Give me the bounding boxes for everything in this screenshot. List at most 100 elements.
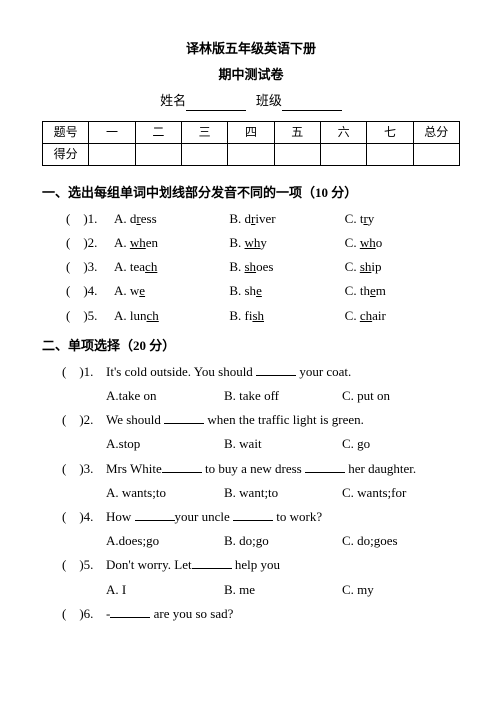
- paren[interactable]: ( )2.: [62, 411, 106, 429]
- opt-c: C. my: [342, 581, 460, 599]
- th-5: 五: [274, 121, 320, 143]
- section1-body: ( )1.A. dressB. driverC. try ( )2.A. when…: [42, 210, 460, 325]
- paren[interactable]: ( )5.: [62, 556, 106, 574]
- opt-c: C. go: [342, 435, 460, 453]
- s2-item: ( )6.- are you so sad?: [62, 605, 460, 623]
- opt-c: C. try: [345, 210, 460, 228]
- name-label: 姓名: [160, 93, 186, 108]
- opt-a: A.take on: [106, 387, 224, 405]
- s1-item: ( )3.A. teachB. shoesC. ship: [66, 258, 460, 276]
- td-7[interactable]: [367, 143, 413, 165]
- paren[interactable]: ( )3.: [66, 258, 114, 276]
- opt-b: B. want;to: [224, 484, 342, 502]
- paren[interactable]: ( )1.: [62, 363, 106, 381]
- title-line-2: 期中测试卷: [42, 66, 460, 84]
- opt-b: B. me: [224, 581, 342, 599]
- blank[interactable]: [233, 520, 273, 521]
- paren[interactable]: ( )4.: [66, 282, 114, 300]
- opts: A.take onB. take offC. put on: [106, 387, 460, 405]
- paren[interactable]: ( )1.: [66, 210, 114, 228]
- td-2[interactable]: [135, 143, 181, 165]
- opt-b: B. take off: [224, 387, 342, 405]
- s2-item: ( )2.We should when the traffic light is…: [62, 411, 460, 453]
- paren[interactable]: ( )5.: [66, 307, 114, 325]
- paren[interactable]: ( )2.: [66, 234, 114, 252]
- s1-item: ( )1.A. dressB. driverC. try: [66, 210, 460, 228]
- opt-b: B. shoes: [229, 258, 344, 276]
- opt-b: B. she: [229, 282, 344, 300]
- paren[interactable]: ( )3.: [62, 460, 106, 478]
- class-blank[interactable]: [282, 110, 342, 111]
- td-1[interactable]: [89, 143, 135, 165]
- opt-b: B. wait: [224, 435, 342, 453]
- s2-item: ( )1.It's cold outside. You should your …: [62, 363, 460, 405]
- s1-item: ( )4.A. weB. sheC. them: [66, 282, 460, 300]
- td-5[interactable]: [274, 143, 320, 165]
- opt-b: B. driver: [229, 210, 344, 228]
- blank[interactable]: [192, 568, 232, 569]
- opt-c: C. chair: [345, 307, 460, 325]
- th-2: 二: [135, 121, 181, 143]
- stem: - are you so sad?: [106, 605, 460, 623]
- section1-heading: 一、选出每组单词中划线部分发音不同的一项（10 分）: [42, 184, 460, 202]
- s2-item: ( )5.Don't worry. Let help you A. IB. meC…: [62, 556, 460, 598]
- blank[interactable]: [135, 520, 175, 521]
- opts: A. wants;toB. want;toC. wants;for: [106, 484, 460, 502]
- th-8: 总分: [413, 121, 459, 143]
- score-row-values: 得分: [43, 143, 460, 165]
- th-1: 一: [89, 121, 135, 143]
- th-0: 题号: [43, 121, 89, 143]
- s2-item: ( )3.Mrs White to buy a new dress her da…: [62, 460, 460, 502]
- opt-c: C. do;goes: [342, 532, 460, 550]
- th-3: 三: [181, 121, 227, 143]
- opt-a: A. I: [106, 581, 224, 599]
- opt-a: A. when: [114, 234, 229, 252]
- blank[interactable]: [305, 472, 345, 473]
- th-7: 七: [367, 121, 413, 143]
- opt-b: B. do;go: [224, 532, 342, 550]
- opt-a: A. lunch: [114, 307, 229, 325]
- opt-a: A.stop: [106, 435, 224, 453]
- class-label: 班级: [256, 93, 282, 108]
- td-8[interactable]: [413, 143, 459, 165]
- paren[interactable]: ( )6.: [62, 605, 106, 623]
- opt-b: B. fish: [229, 307, 344, 325]
- stem: How your uncle to work?: [106, 508, 460, 526]
- opt-b: B. why: [229, 234, 344, 252]
- opt-c: C. who: [345, 234, 460, 252]
- stem: We should when the traffic light is gree…: [106, 411, 460, 429]
- opt-c: C. ship: [345, 258, 460, 276]
- th-6: 六: [320, 121, 366, 143]
- opts: A. IB. meC. my: [106, 581, 460, 599]
- blank[interactable]: [110, 617, 150, 618]
- opt-a: A. teach: [114, 258, 229, 276]
- title-line-1: 译林版五年级英语下册: [42, 40, 460, 58]
- opt-a: A. we: [114, 282, 229, 300]
- opt-a: A. wants;to: [106, 484, 224, 502]
- paren[interactable]: ( )4.: [62, 508, 106, 526]
- td-4[interactable]: [228, 143, 274, 165]
- name-blank[interactable]: [186, 110, 246, 111]
- opt-c: C. put on: [342, 387, 460, 405]
- opts: A.stopB. waitC. go: [106, 435, 460, 453]
- s1-item: ( )5.A. lunchB. fishC. chair: [66, 307, 460, 325]
- stem: Mrs White to buy a new dress her daughte…: [106, 460, 460, 478]
- opt-a: A. dress: [114, 210, 229, 228]
- stem: Don't worry. Let help you: [106, 556, 460, 574]
- td-6[interactable]: [320, 143, 366, 165]
- blank[interactable]: [162, 472, 202, 473]
- score-table: 题号 一 二 三 四 五 六 七 总分 得分: [42, 121, 460, 166]
- th-4: 四: [228, 121, 274, 143]
- name-class-line: 姓名 班级: [42, 92, 460, 110]
- section2-heading: 二、单项选择（20 分）: [42, 337, 460, 355]
- blank[interactable]: [256, 375, 296, 376]
- stem: It's cold outside. You should your coat.: [106, 363, 460, 381]
- td-3[interactable]: [181, 143, 227, 165]
- s1-item: ( )2.A. whenB. whyC. who: [66, 234, 460, 252]
- opt-c: C. them: [345, 282, 460, 300]
- opts: A.does;goB. do;goC. do;goes: [106, 532, 460, 550]
- score-row-header: 题号 一 二 三 四 五 六 七 总分: [43, 121, 460, 143]
- opt-c: C. wants;for: [342, 484, 460, 502]
- section2-body: ( )1.It's cold outside. You should your …: [42, 363, 460, 623]
- blank[interactable]: [164, 423, 204, 424]
